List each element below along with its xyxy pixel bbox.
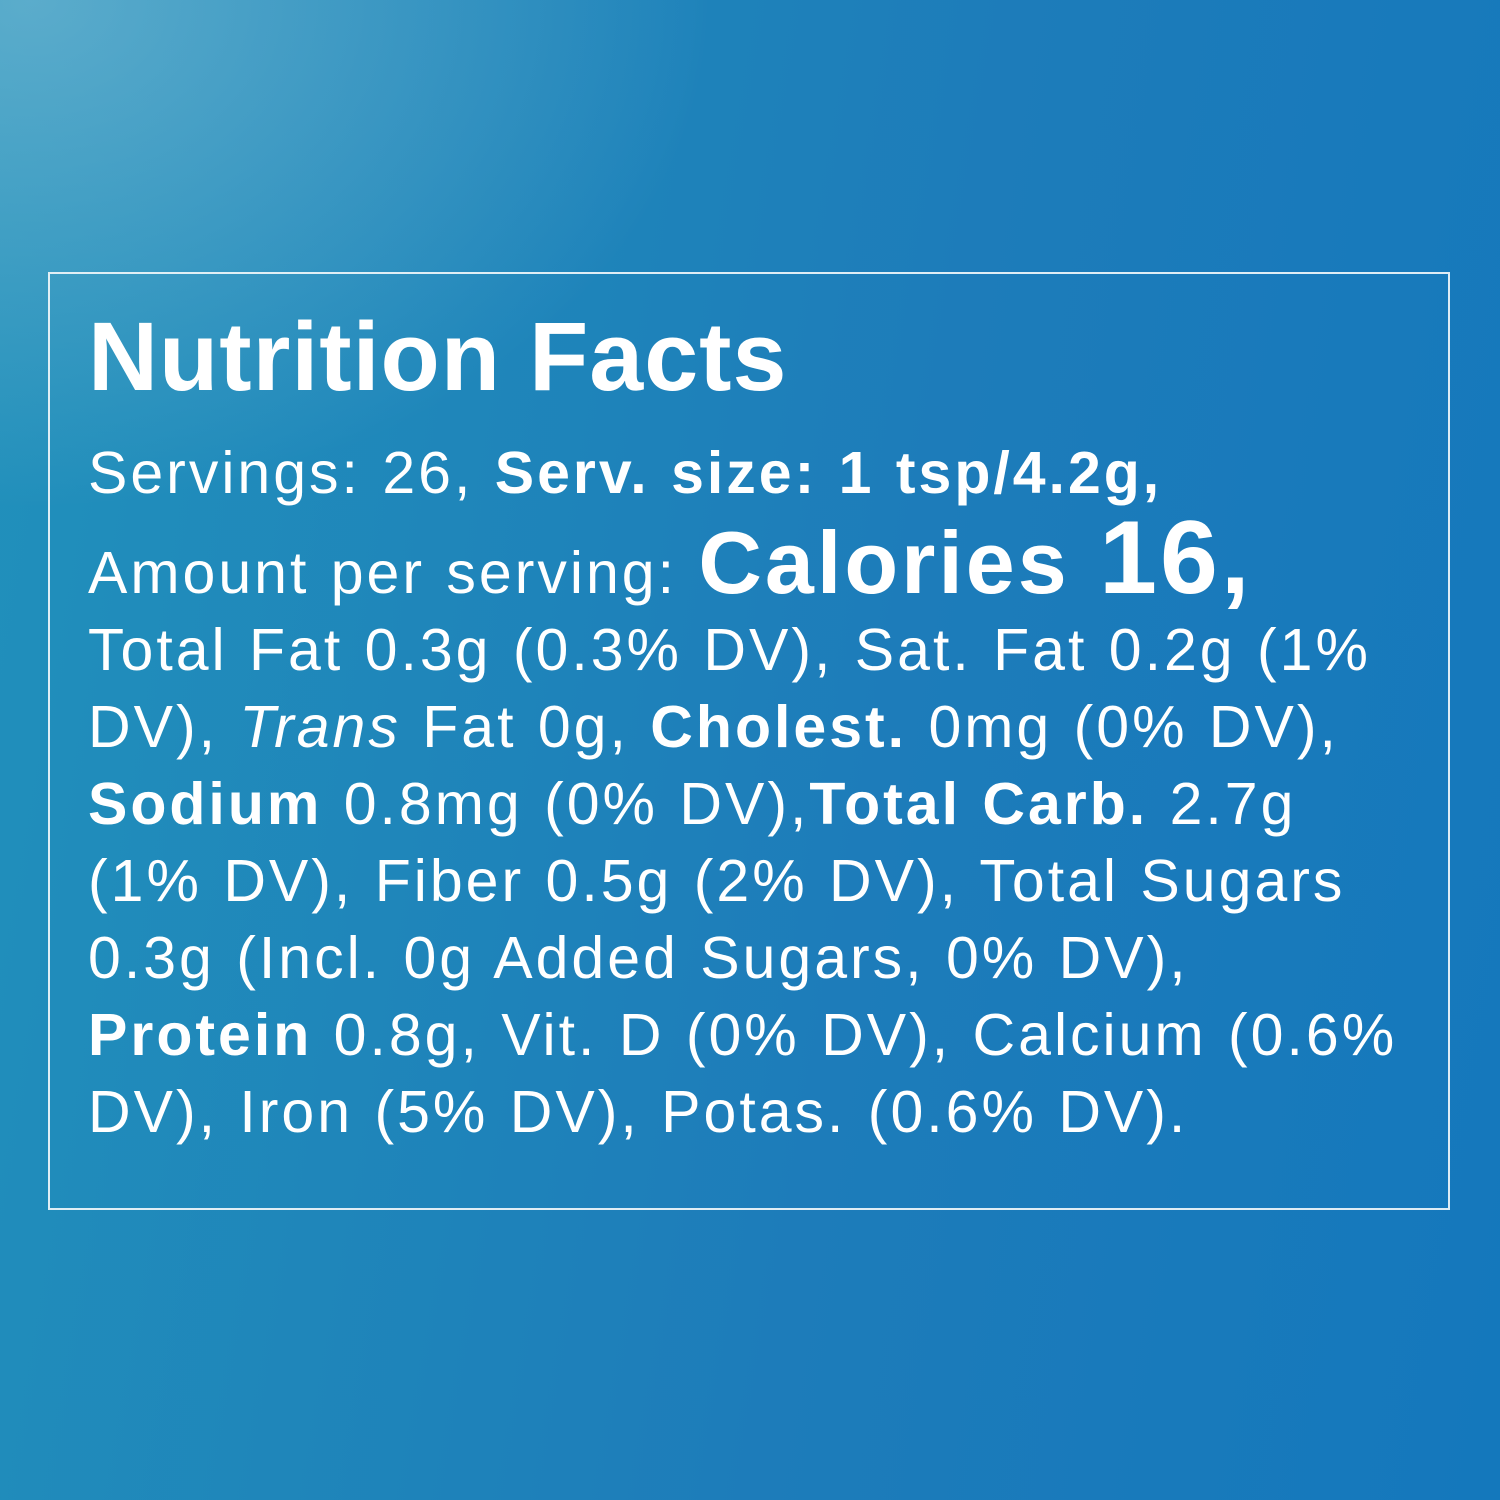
total-fat-text: Total Fat 0.3g (0.3% DV), Sat. Fat 0.2g …: [88, 616, 1371, 760]
nutrition-facts-panel: Nutrition Facts Servings: 26, Serv. size…: [48, 272, 1450, 1210]
protein-word: Protein: [88, 1001, 313, 1068]
serving-size-text: Serv. size: 1 tsp/4.2g,: [494, 439, 1163, 506]
calories-value: 16,: [1099, 499, 1253, 616]
servings-count-text: Servings: 26,: [88, 439, 495, 506]
cholesterol-word: Cholest.: [650, 693, 908, 760]
carb-fiber-sugars-text: 2.7g (1% DV), Fiber 0.5g (2% DV), Total …: [88, 770, 1346, 991]
sodium-text: 0.8mg (0% DV),: [322, 770, 810, 837]
cholesterol-text: 0mg (0% DV),: [907, 693, 1339, 760]
total-carb-word: Total Carb.: [809, 770, 1149, 837]
protein-vitamins-text: 0.8g, Vit. D (0% DV), Calcium (0.6% DV),…: [88, 1001, 1398, 1145]
trans-fat-word: Trans: [239, 693, 401, 760]
amount-per-serving-text: Amount per serving:: [88, 539, 699, 606]
nutrition-facts-text: Servings: 26, Serv. size: 1 tsp/4.2g, Amo…: [88, 435, 1420, 1151]
nutrition-facts-title: Nutrition Facts: [88, 302, 788, 411]
trans-fat-text: Fat 0g,: [400, 693, 651, 760]
sodium-word: Sodium: [88, 770, 323, 837]
calories-label: Calories: [698, 512, 1100, 612]
